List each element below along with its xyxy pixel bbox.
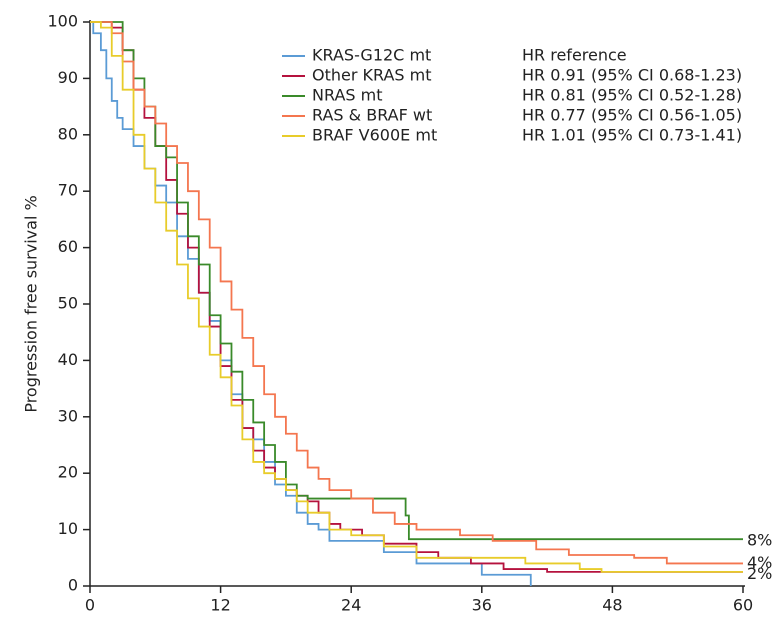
hazard-ratio: HR reference [522, 46, 627, 65]
y-tick-label: 40 [58, 350, 78, 369]
y-tick-label: 50 [58, 294, 78, 313]
hazard-ratio: HR 0.91 (95% CI 0.68-1.23) [522, 66, 742, 85]
y-tick-label: 70 [58, 181, 78, 200]
end-label: 8% [747, 530, 772, 549]
x-tick-label: 48 [602, 596, 622, 615]
x-tick-label: 12 [210, 596, 230, 615]
y-tick-label: 80 [58, 124, 78, 143]
end-label: 4% [747, 553, 772, 572]
y-tick-label: 20 [58, 463, 78, 482]
y-tick-label: 100 [47, 12, 78, 31]
survival-curve [90, 21, 743, 573]
x-tick-label: 24 [341, 596, 361, 615]
legend-label: BRAF V600E mt [312, 126, 437, 145]
survival-curve [90, 21, 743, 565]
end-label: 2% [747, 564, 772, 583]
y-tick-label: 90 [58, 68, 78, 87]
legend-label: KRAS-G12C mt [312, 46, 431, 65]
y-axis-label: Progression free survival % [22, 195, 41, 412]
legend-label: Other KRAS mt [312, 66, 432, 85]
legend-label: NRAS mt [312, 86, 382, 105]
y-tick-label: 60 [58, 237, 78, 256]
y-tick-label: 0 [68, 576, 78, 595]
y-tick-label: 30 [58, 406, 78, 425]
hazard-ratio: HR 0.81 (95% CI 0.52-1.28) [522, 86, 742, 105]
x-tick-label: 60 [733, 596, 753, 615]
x-tick-label: 36 [472, 596, 492, 615]
x-tick-label: 0 [85, 596, 95, 615]
legend-label: RAS & BRAF wt [312, 106, 432, 125]
hazard-ratio: HR 1.01 (95% CI 0.73-1.41) [522, 126, 742, 145]
y-tick-label: 10 [58, 519, 78, 538]
hazard-ratio: HR 0.77 (95% CI 0.56-1.05) [522, 106, 742, 125]
